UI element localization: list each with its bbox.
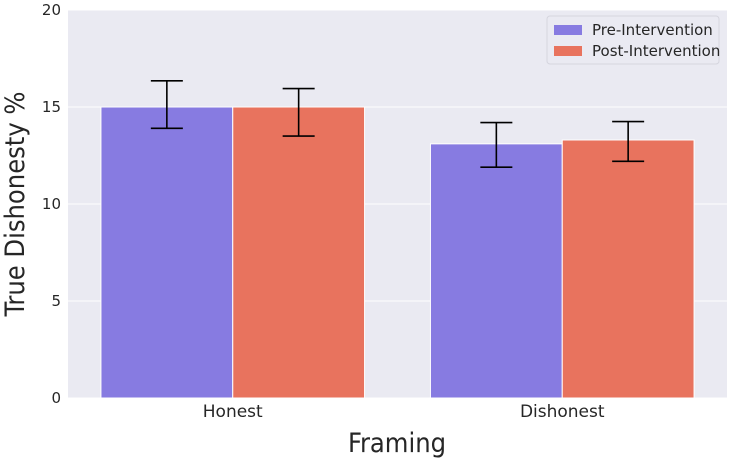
x-category-label: Dishonest	[520, 402, 605, 422]
y-tick-label: 20	[42, 1, 61, 19]
y-tick-label: 0	[51, 389, 61, 407]
bar-post-intervention-dishonest	[561, 139, 695, 399]
bar-post-intervention-honest	[232, 106, 366, 399]
x-category-label: Honest	[203, 402, 263, 422]
y-tick-label: 5	[51, 292, 61, 310]
y-axis-title: True Dishonesty %	[0, 92, 31, 318]
y-tick-labels: 0 5 10 15 20	[42, 1, 61, 407]
error-bar	[150, 80, 183, 130]
legend: Pre-Intervention Post-Intervention	[546, 15, 720, 65]
legend-box	[546, 15, 720, 65]
x-axis-title: Framing	[348, 428, 446, 459]
error-bar	[480, 121, 513, 168]
bar-pre-intervention-dishonest	[429, 143, 563, 399]
error-bar	[282, 87, 315, 137]
y-tick-label: 10	[42, 195, 61, 213]
error-bar	[612, 120, 645, 163]
legend-label: Post-Intervention	[592, 42, 720, 60]
y-tick-label: 15	[42, 98, 61, 116]
bar-pre-intervention-honest	[100, 106, 234, 399]
legend-swatch	[554, 25, 582, 35]
legend-label: Pre-Intervention	[592, 21, 713, 39]
x-category-labels: Honest Dishonest	[203, 402, 605, 422]
error-bars	[150, 80, 645, 168]
legend-swatch	[554, 46, 582, 56]
bars	[100, 106, 695, 399]
